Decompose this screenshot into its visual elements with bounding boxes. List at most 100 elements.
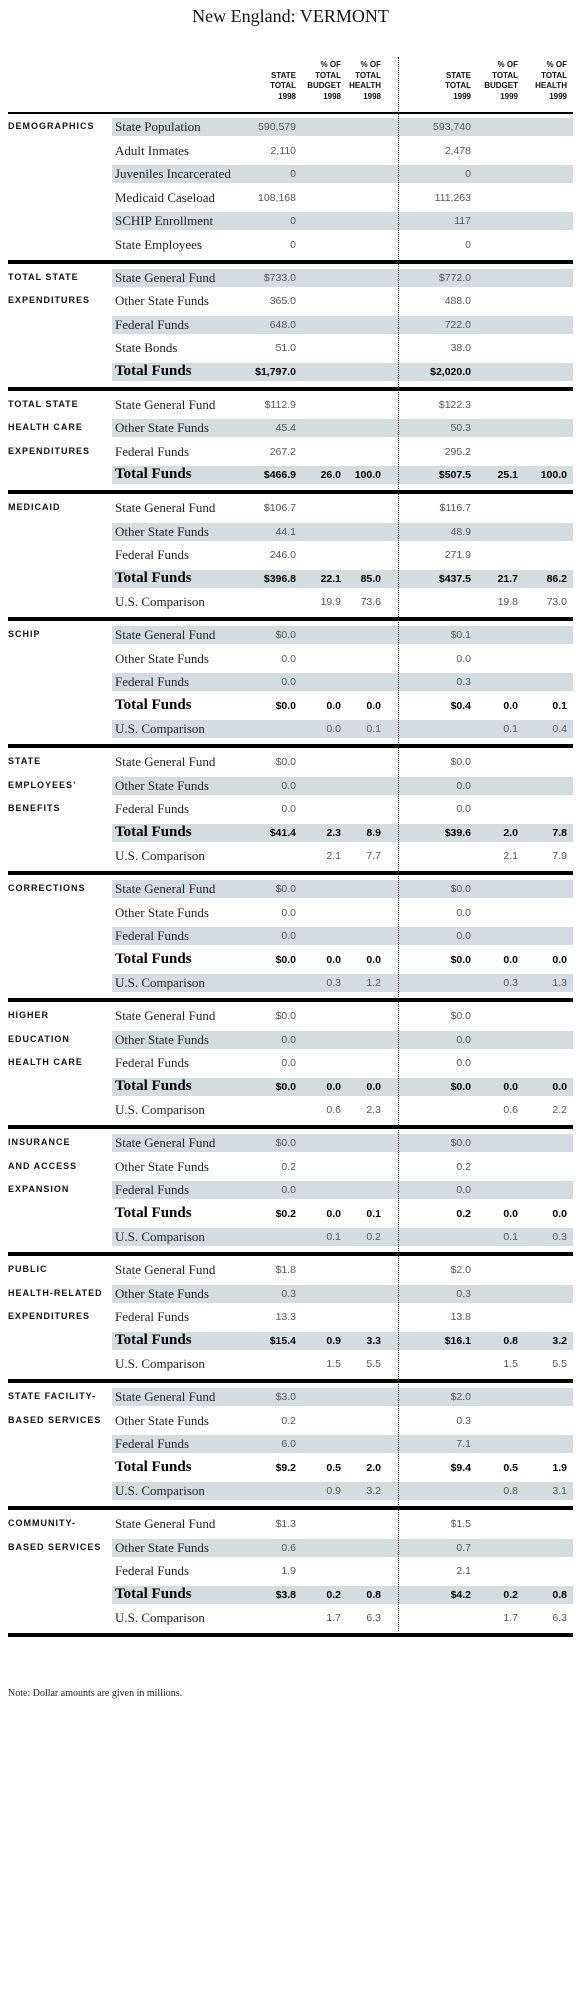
cell: 51.0 [275,342,296,355]
row-label: Other State Funds [115,523,209,539]
cell: 2.1 [503,850,518,863]
column-header: 1999 [453,91,471,101]
cell: $15.4 [269,1334,296,1347]
cell: $41.4 [269,826,296,839]
column-header: 1998 [323,91,341,101]
cell: 108,168 [258,191,296,204]
cell: $466.9 [263,469,296,482]
cell: 0.0 [552,953,567,966]
row-shade [112,1331,573,1350]
section-label: AND ACCESS [8,1160,78,1171]
section-label: HEALTH CARE [8,422,83,433]
cell: 0.0 [281,906,296,919]
cell: $0.0 [450,953,471,966]
cell: 1.9 [281,1565,296,1578]
cell: $39.6 [444,826,471,839]
section-rule [8,998,573,1002]
cell: 19.8 [497,596,518,609]
cell: $2.0 [450,1264,471,1276]
column-header: BUDGET [307,81,341,90]
section-label: EMPLOYEES’ [8,779,77,790]
cell: 8.9 [366,826,381,839]
cell: 111,263 [434,191,471,204]
cell: $122.3 [438,398,471,411]
row-label: State General Fund [115,1389,216,1404]
cell: 0.6 [503,1104,518,1117]
column-header: HEALTH [349,81,381,90]
column-header: % OF [497,60,518,69]
column-header: % OF [320,60,341,69]
row-label: Total Funds [115,823,192,840]
section-rule [8,617,573,621]
cell: $116.7 [439,502,471,514]
section-rule [8,386,573,391]
cell: 2.3 [326,826,341,839]
cell: 0.3 [456,1414,471,1427]
cell: $0.0 [275,1010,296,1022]
cell: 44.1 [275,525,296,538]
cell: 5.5 [366,1358,381,1371]
cell: $1,797.0 [255,366,296,378]
cell: 0.0 [281,930,296,943]
cell: 0.3 [281,1287,296,1300]
row-label: Other State Funds [115,904,209,920]
cell: 1.7 [326,1612,341,1625]
row-label: Federal Funds [115,1309,190,1325]
cell: 0.9 [326,1485,341,1498]
cell: 0.2 [281,1414,296,1427]
cell: $3.0 [275,1391,296,1403]
cell: 0 [290,239,296,251]
section-label: BASED SERVICES [8,1541,102,1552]
column-header: TOTAL [315,70,341,80]
cell: 7.9 [552,850,567,863]
cell: 0.0 [456,1033,471,1046]
cell: $1.5 [450,1518,471,1530]
cell: 0.6 [281,1541,296,1554]
cell: 0.0 [326,723,341,736]
cell: 0.5 [326,1461,341,1474]
column-header: BUDGET [484,81,518,90]
cell: $1.8 [275,1264,296,1276]
cell: 2.3 [366,1104,381,1117]
cell: $112.9 [264,398,296,411]
cell: $0.0 [450,1080,471,1093]
row-label: Federal Funds [115,801,190,817]
cell: $772.0 [438,271,471,284]
row-label: Medicaid Caseload [115,189,215,205]
cell: 0.0 [326,953,341,966]
row-shade [112,212,573,231]
column-header: HEALTH [535,81,567,90]
section-label: HEALTH CARE [8,1057,83,1068]
cell: 0.0 [456,652,471,665]
cell: 0.2 [503,1588,518,1601]
cell: 0 [290,215,296,228]
cell: 0.3 [456,676,471,689]
cell: 0.2 [326,1588,341,1601]
cell: 0.0 [552,1207,567,1220]
column-header: 1999 [549,91,567,101]
cell: 648.0 [269,318,296,331]
row-shade [112,1228,573,1247]
cell: 0.0 [456,930,471,943]
cell: $2,020.0 [430,366,471,378]
cell: 267.2 [269,445,296,458]
cell: $0.0 [450,883,471,895]
cell: 2,478 [444,144,471,157]
row-label: Other State Funds [115,1158,209,1174]
column-header: 1998 [363,91,381,101]
section-label: SCHIP [8,629,41,639]
cell: 0.8 [503,1485,518,1498]
section-rule [8,744,573,748]
cell: 0.0 [366,699,381,712]
section-rule [8,1633,573,1637]
row-label: State General Fund [115,1135,216,1150]
section-label: INSURANCE [8,1137,71,1147]
cell: $733.0 [263,271,296,284]
row-label: Total Funds [115,1458,192,1475]
row-shade [112,927,573,946]
row-label: State General Fund [115,500,216,515]
cell: 0.0 [281,803,296,816]
column-header: 1999 [500,91,518,101]
section-label: EDUCATION [8,1033,70,1044]
section-label: TOTAL STATE [8,398,79,409]
